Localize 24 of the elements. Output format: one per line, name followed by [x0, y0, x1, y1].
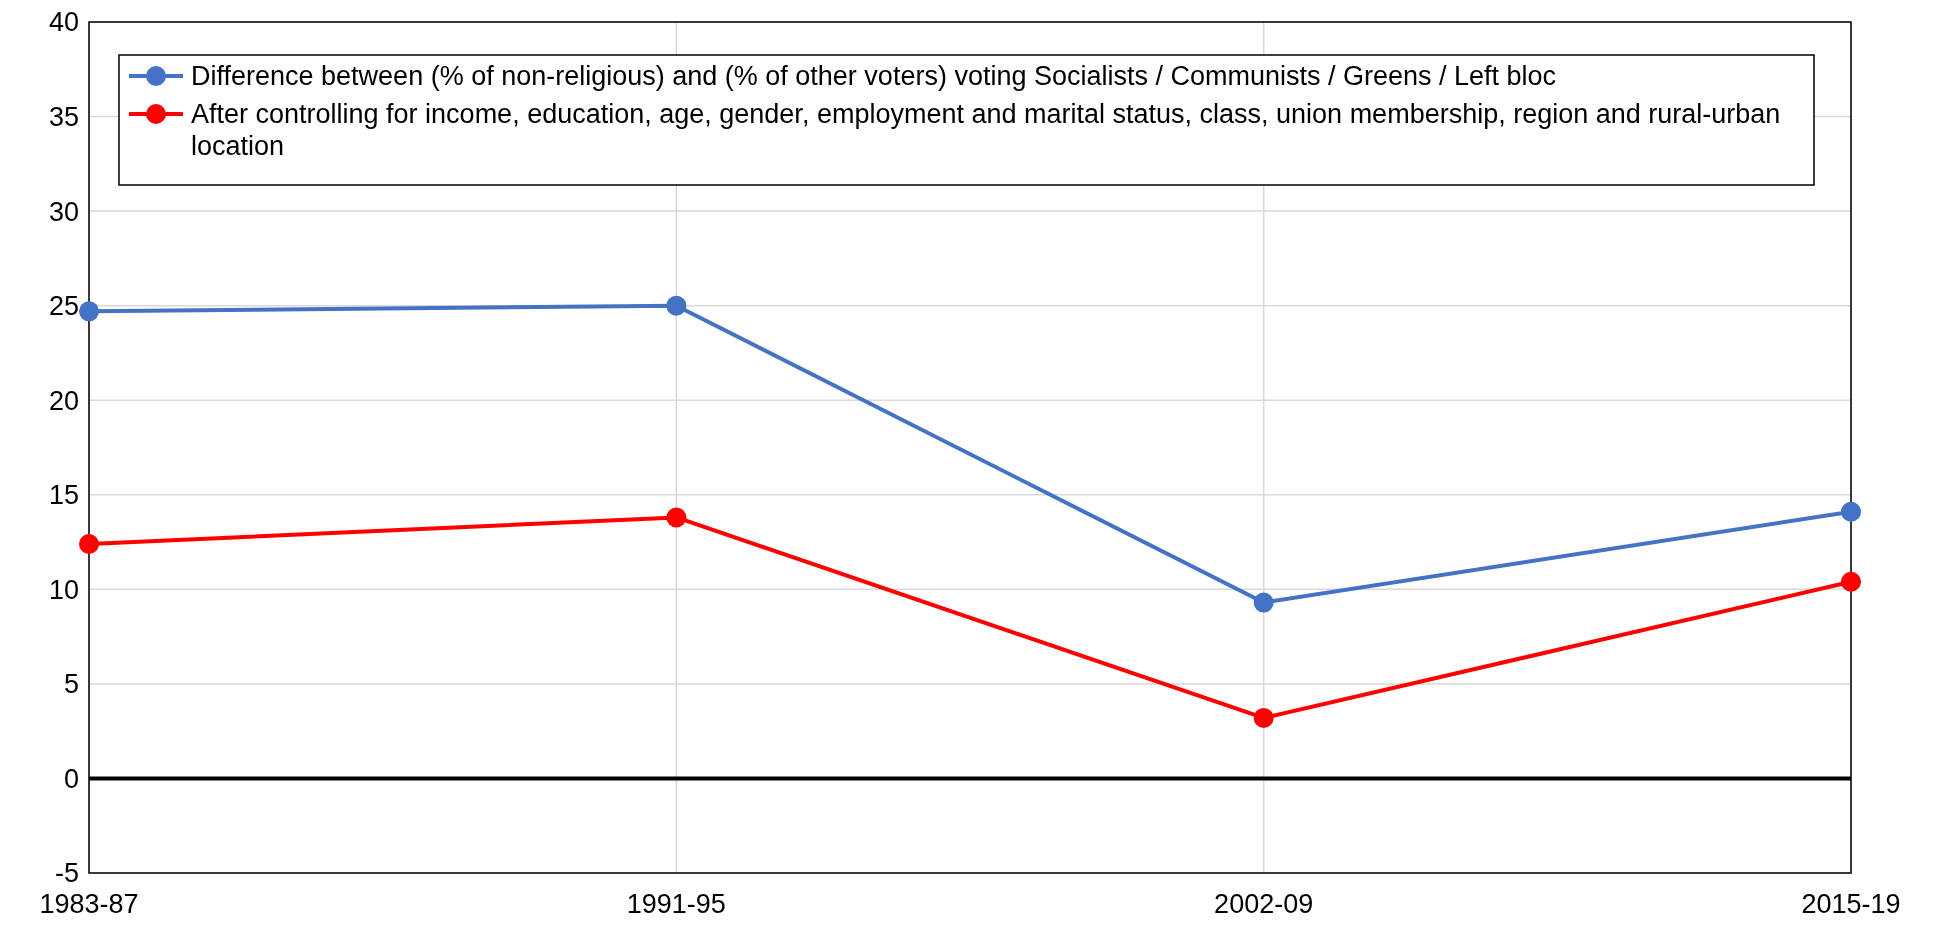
- point: [1253, 707, 1274, 728]
- y-tick-label: 15: [48, 480, 79, 511]
- legend-label: Difference between (% of non-religious) and (% of other voters) voting Socialists / Communists / Greens / Left bloc: [191, 61, 1557, 91]
- y-tick-label: 40: [48, 7, 79, 38]
- x-tick-label: 1991-95: [626, 889, 726, 919]
- x-tick-label: 2002-09: [1214, 889, 1314, 919]
- point: [79, 533, 99, 554]
- y-tick-label: 25: [48, 291, 79, 322]
- y-tick-label: 30: [48, 196, 79, 227]
- point: [1841, 501, 1861, 522]
- point: [1841, 571, 1861, 592]
- y-tick-label: -5: [54, 858, 79, 889]
- point: [1253, 592, 1274, 613]
- legend-label: After controlling for income, education, age, gender, employment and marital status, class, union membership, region and rural-urban location: [191, 99, 1781, 161]
- y-tick-label: 0: [63, 763, 79, 794]
- x-tick-label: 1983-87: [39, 889, 139, 919]
- y-tick-label: 10: [48, 574, 79, 605]
- point: [79, 301, 99, 322]
- y-tick-label: 5: [63, 669, 79, 700]
- x-tick-label: 2015-19: [1801, 889, 1901, 919]
- y-tick-label: 20: [48, 385, 79, 416]
- point: [666, 295, 687, 316]
- y-tick-label: 35: [48, 102, 79, 133]
- point: [666, 507, 687, 528]
